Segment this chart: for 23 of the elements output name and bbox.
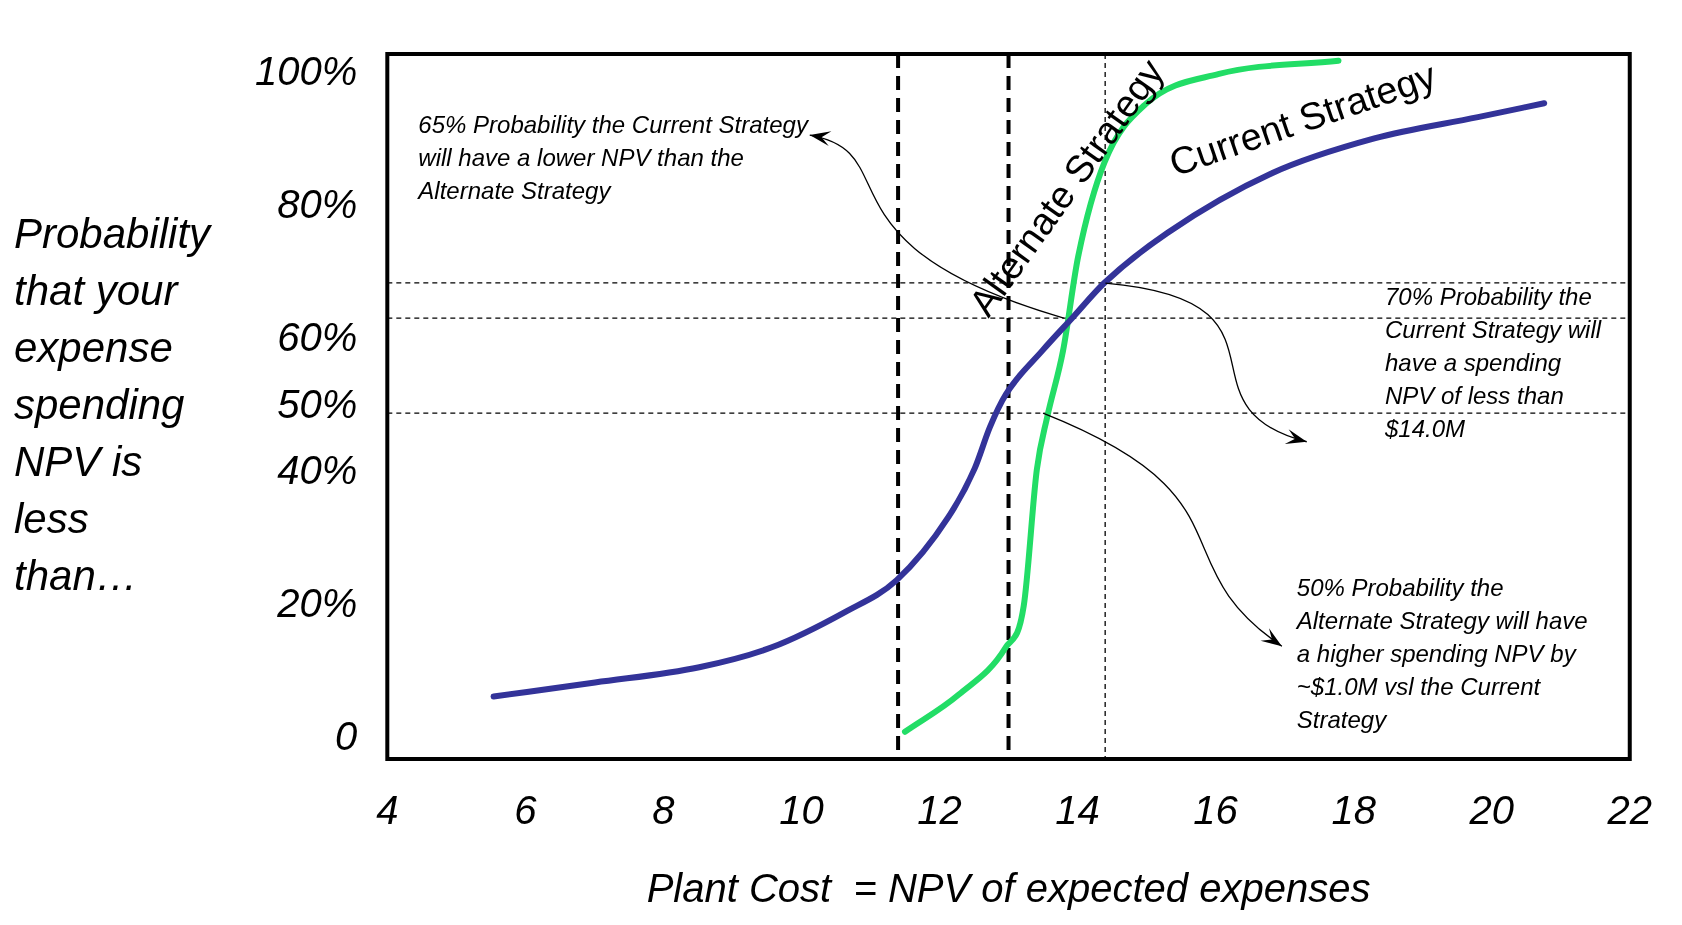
x-tick-label: 8 — [652, 788, 676, 833]
y-tick-label: 0 — [335, 714, 358, 759]
x-tick-label: 18 — [1331, 788, 1377, 833]
x-tick-label: 10 — [779, 788, 824, 833]
text: Current Strategy — [1163, 54, 1442, 185]
y-tick-label: 20% — [276, 581, 358, 626]
x-tick-label: 6 — [514, 788, 538, 833]
y-axis-title: Probability that your expense spending NPV is less than… — [14, 209, 214, 599]
y-tick-label: 80% — [277, 182, 358, 227]
x-tick-label: 12 — [917, 788, 962, 833]
y-tick-label: 50% — [277, 381, 358, 426]
x-tick-label: 14 — [1055, 788, 1100, 833]
y-tick-label: 40% — [277, 448, 358, 493]
x-axis-title: Plant Cost = NPV of expected expenses — [646, 866, 1371, 911]
y-tick-label: 60% — [277, 315, 358, 360]
annotation: 65% Probability the Current Strategy will have a lower NPV than the Alternate Strategy — [416, 110, 810, 204]
x-tick-label: 4 — [376, 788, 399, 833]
x-tick-label: 16 — [1193, 788, 1239, 833]
annotation: 70% Probability the Current Strategy will have a spending NPV of less than $14.0M — [1383, 283, 1602, 443]
x-tick-label: 20 — [1468, 788, 1514, 833]
y-tick-label: 100% — [254, 49, 358, 94]
x-tick-label: 22 — [1606, 788, 1652, 833]
annotation: 50% Probability the Alternate Strategy will have a higher spending NPV by ~$1.0M vsl the Current Strategy — [1294, 574, 1588, 734]
